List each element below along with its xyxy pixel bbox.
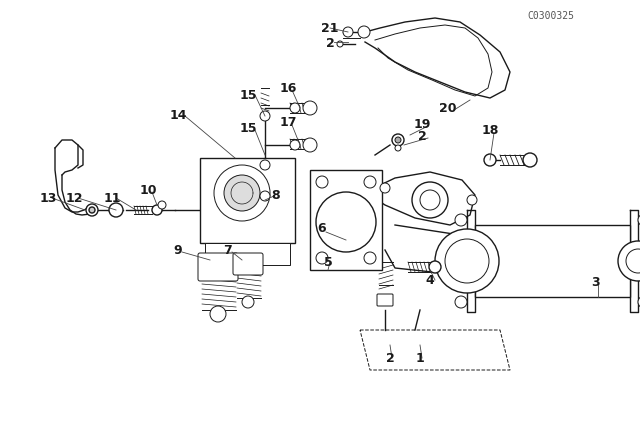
Circle shape: [89, 207, 95, 213]
Text: 15: 15: [239, 121, 257, 134]
Circle shape: [242, 296, 254, 308]
Text: 9: 9: [173, 244, 182, 257]
Polygon shape: [370, 172, 475, 225]
Text: 19: 19: [413, 117, 431, 130]
Text: 14: 14: [169, 108, 187, 121]
Circle shape: [392, 134, 404, 146]
Circle shape: [484, 154, 496, 166]
Text: 18: 18: [481, 124, 499, 137]
Text: 15: 15: [239, 89, 257, 102]
Text: 17: 17: [279, 116, 297, 129]
Circle shape: [380, 183, 390, 193]
Circle shape: [158, 201, 166, 209]
Circle shape: [290, 140, 300, 150]
Circle shape: [395, 137, 401, 143]
Text: 6: 6: [317, 221, 326, 234]
Text: 2: 2: [326, 36, 334, 49]
Text: 3: 3: [592, 276, 600, 289]
Circle shape: [152, 205, 162, 215]
Circle shape: [316, 192, 376, 252]
Circle shape: [210, 306, 226, 322]
FancyBboxPatch shape: [377, 294, 393, 306]
Circle shape: [260, 111, 270, 121]
Circle shape: [214, 165, 270, 221]
Circle shape: [626, 249, 640, 273]
Text: 8: 8: [272, 189, 280, 202]
Circle shape: [638, 296, 640, 308]
Circle shape: [467, 195, 477, 205]
Circle shape: [364, 252, 376, 264]
Circle shape: [303, 138, 317, 152]
Text: 16: 16: [279, 82, 297, 95]
Text: 11: 11: [103, 191, 121, 204]
Circle shape: [290, 103, 300, 113]
Circle shape: [316, 252, 328, 264]
Circle shape: [358, 26, 370, 38]
Circle shape: [260, 160, 270, 170]
Text: 10: 10: [140, 184, 157, 197]
Circle shape: [343, 27, 353, 37]
Circle shape: [260, 191, 270, 201]
FancyBboxPatch shape: [198, 253, 238, 281]
Text: 2: 2: [386, 352, 394, 365]
Text: 4: 4: [426, 273, 435, 287]
Circle shape: [429, 261, 441, 273]
FancyBboxPatch shape: [233, 253, 263, 275]
Circle shape: [420, 190, 440, 210]
Bar: [310, 170, 382, 270]
Bar: [205, 243, 290, 265]
Circle shape: [445, 239, 489, 283]
Text: 1: 1: [415, 352, 424, 365]
Text: C0300325: C0300325: [527, 11, 574, 21]
Circle shape: [224, 175, 260, 211]
Circle shape: [109, 203, 123, 217]
Circle shape: [303, 101, 317, 115]
Text: 21: 21: [321, 22, 339, 34]
Circle shape: [618, 241, 640, 281]
Bar: [200, 158, 295, 243]
Circle shape: [435, 229, 499, 293]
Text: 5: 5: [324, 255, 332, 268]
Circle shape: [86, 204, 98, 216]
Circle shape: [316, 176, 328, 188]
Circle shape: [455, 296, 467, 308]
Circle shape: [395, 145, 401, 151]
Circle shape: [364, 176, 376, 188]
Text: 7: 7: [223, 244, 232, 257]
Circle shape: [455, 214, 467, 226]
Bar: [475, 225, 630, 297]
Circle shape: [523, 153, 537, 167]
Text: 13: 13: [39, 191, 57, 204]
Text: 12: 12: [65, 191, 83, 204]
Polygon shape: [365, 18, 510, 98]
Circle shape: [337, 41, 343, 47]
Circle shape: [412, 182, 448, 218]
Text: 2: 2: [418, 129, 426, 142]
Circle shape: [638, 214, 640, 226]
Text: 20: 20: [439, 102, 457, 115]
